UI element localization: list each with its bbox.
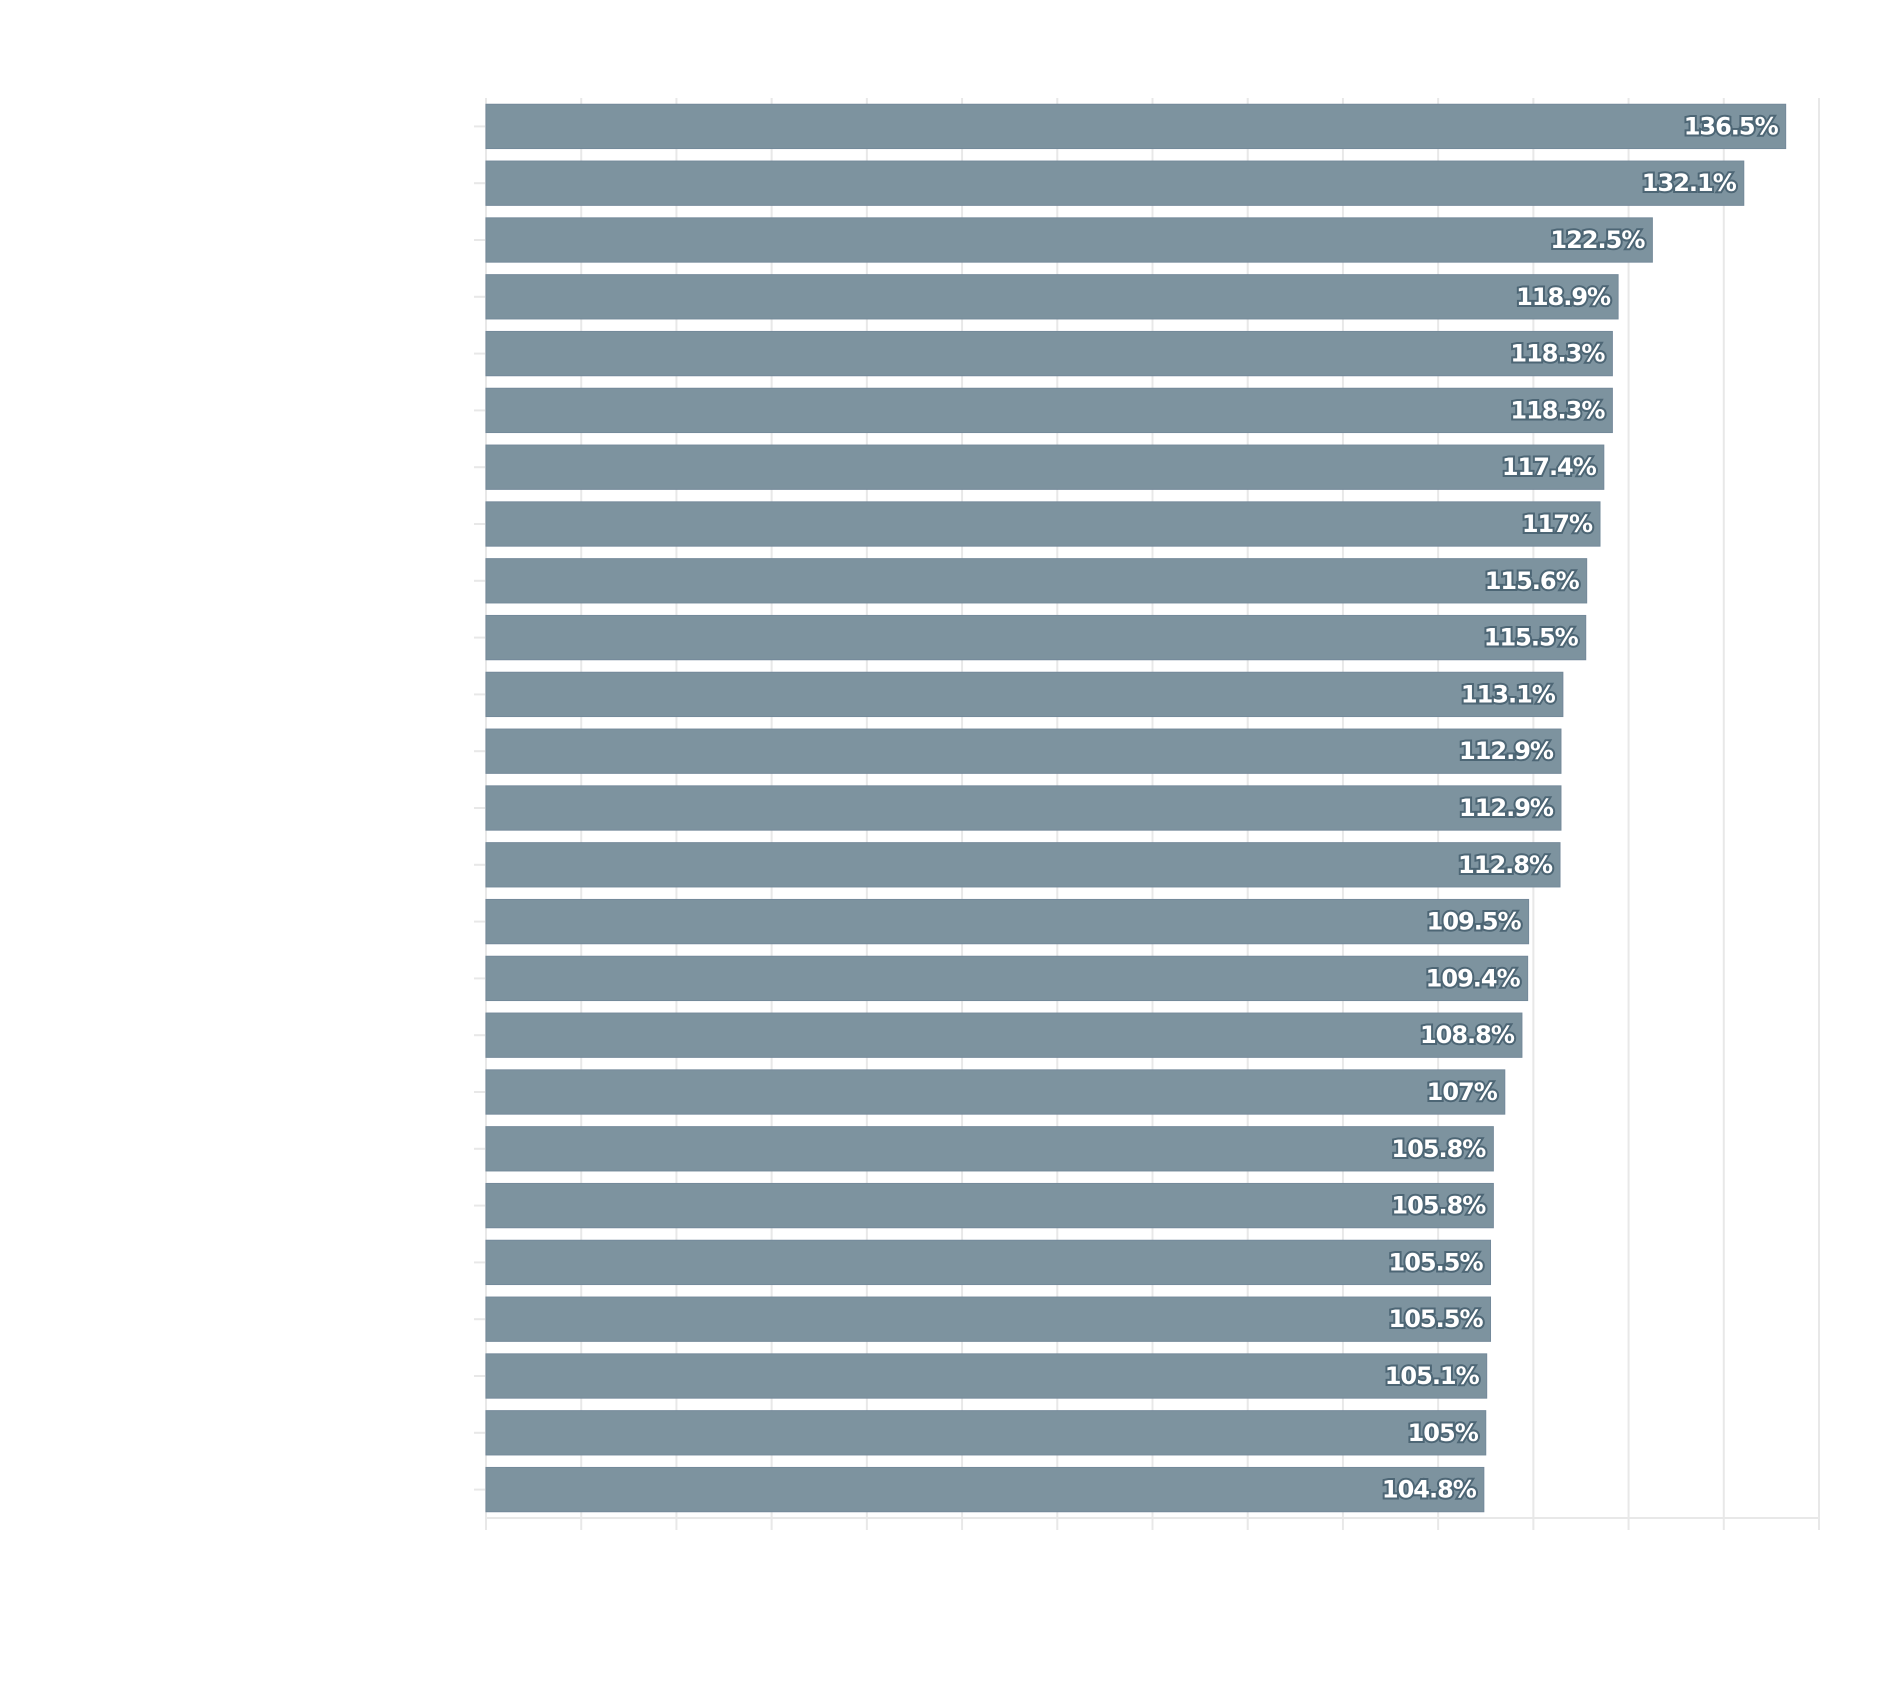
bar [485, 1296, 1492, 1342]
bar [485, 1410, 1487, 1456]
value-label: 118.3% [1510, 340, 1605, 368]
value-label: 118.9% [1516, 283, 1611, 311]
bar [485, 1012, 1523, 1058]
value-label: 112.9% [1459, 737, 1554, 765]
bar [485, 728, 1562, 774]
value-label: 115.6% [1485, 567, 1580, 595]
value-label: 104.8% [1382, 1476, 1477, 1504]
bar [485, 558, 1588, 604]
value-label: 117% [1522, 510, 1593, 538]
value-label: 105.5% [1389, 1305, 1484, 1333]
value-label: 108.8% [1420, 1021, 1515, 1049]
value-label: 105.1% [1385, 1362, 1480, 1390]
value-label: 105.8% [1391, 1192, 1486, 1220]
value-label: 117.4% [1502, 453, 1597, 481]
value-label: 115.5% [1484, 624, 1579, 652]
bar [485, 103, 1787, 150]
value-label: 109.4% [1426, 964, 1521, 992]
bar [485, 330, 1613, 377]
bar [485, 160, 1745, 206]
bar [485, 1239, 1492, 1286]
bar [485, 1182, 1494, 1229]
value-label: 132.1% [1642, 169, 1737, 197]
bar [485, 274, 1619, 320]
bar [485, 785, 1562, 831]
bar [485, 1353, 1488, 1399]
value-label: 105% [1408, 1419, 1479, 1447]
bar [485, 217, 1653, 263]
bar [485, 955, 1529, 1002]
value-label: 118.3% [1510, 396, 1605, 424]
bar [485, 1126, 1494, 1172]
bar [485, 1069, 1506, 1115]
value-label: 122.5% [1550, 226, 1645, 254]
value-label: 113.1% [1461, 680, 1556, 708]
bar [485, 842, 1561, 888]
bar [485, 444, 1605, 490]
value-label: 105.5% [1389, 1248, 1484, 1276]
bar [485, 387, 1613, 434]
value-label: 112.9% [1459, 794, 1554, 822]
bar [485, 501, 1601, 547]
bar [485, 614, 1587, 661]
value-label: 136.5% [1684, 112, 1779, 140]
value-label: 109.5% [1427, 908, 1522, 936]
bar [485, 671, 1564, 718]
value-label: 112.8% [1458, 851, 1553, 879]
bar [485, 898, 1530, 945]
bar [485, 1466, 1485, 1513]
value-label: 107% [1427, 1078, 1498, 1106]
value-label: 105.8% [1391, 1135, 1486, 1163]
